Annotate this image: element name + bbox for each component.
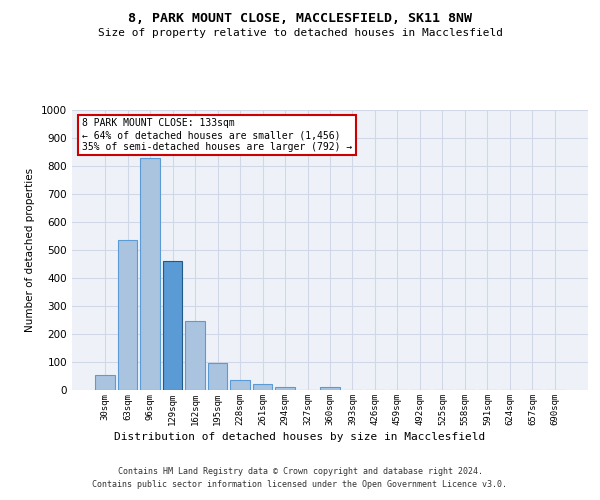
Bar	[230, 380, 250, 390]
Text: 8, PARK MOUNT CLOSE, MACCLESFIELD, SK11 8NW: 8, PARK MOUNT CLOSE, MACCLESFIELD, SK11 …	[128, 12, 472, 26]
Text: Distribution of detached houses by size in Macclesfield: Distribution of detached houses by size …	[115, 432, 485, 442]
Bar	[185, 322, 205, 390]
Bar	[253, 384, 272, 390]
Text: Size of property relative to detached houses in Macclesfield: Size of property relative to detached ho…	[97, 28, 503, 38]
Bar	[118, 240, 137, 390]
Text: 8 PARK MOUNT CLOSE: 133sqm
← 64% of detached houses are smaller (1,456)
35% of s: 8 PARK MOUNT CLOSE: 133sqm ← 64% of deta…	[82, 118, 353, 152]
Y-axis label: Number of detached properties: Number of detached properties	[25, 168, 35, 332]
Bar	[163, 261, 182, 390]
Bar	[275, 386, 295, 390]
Bar	[320, 387, 340, 390]
Bar	[208, 362, 227, 390]
Text: Contains public sector information licensed under the Open Government Licence v3: Contains public sector information licen…	[92, 480, 508, 489]
Bar	[95, 374, 115, 390]
Text: Contains HM Land Registry data © Crown copyright and database right 2024.: Contains HM Land Registry data © Crown c…	[118, 468, 482, 476]
Bar	[140, 158, 160, 390]
